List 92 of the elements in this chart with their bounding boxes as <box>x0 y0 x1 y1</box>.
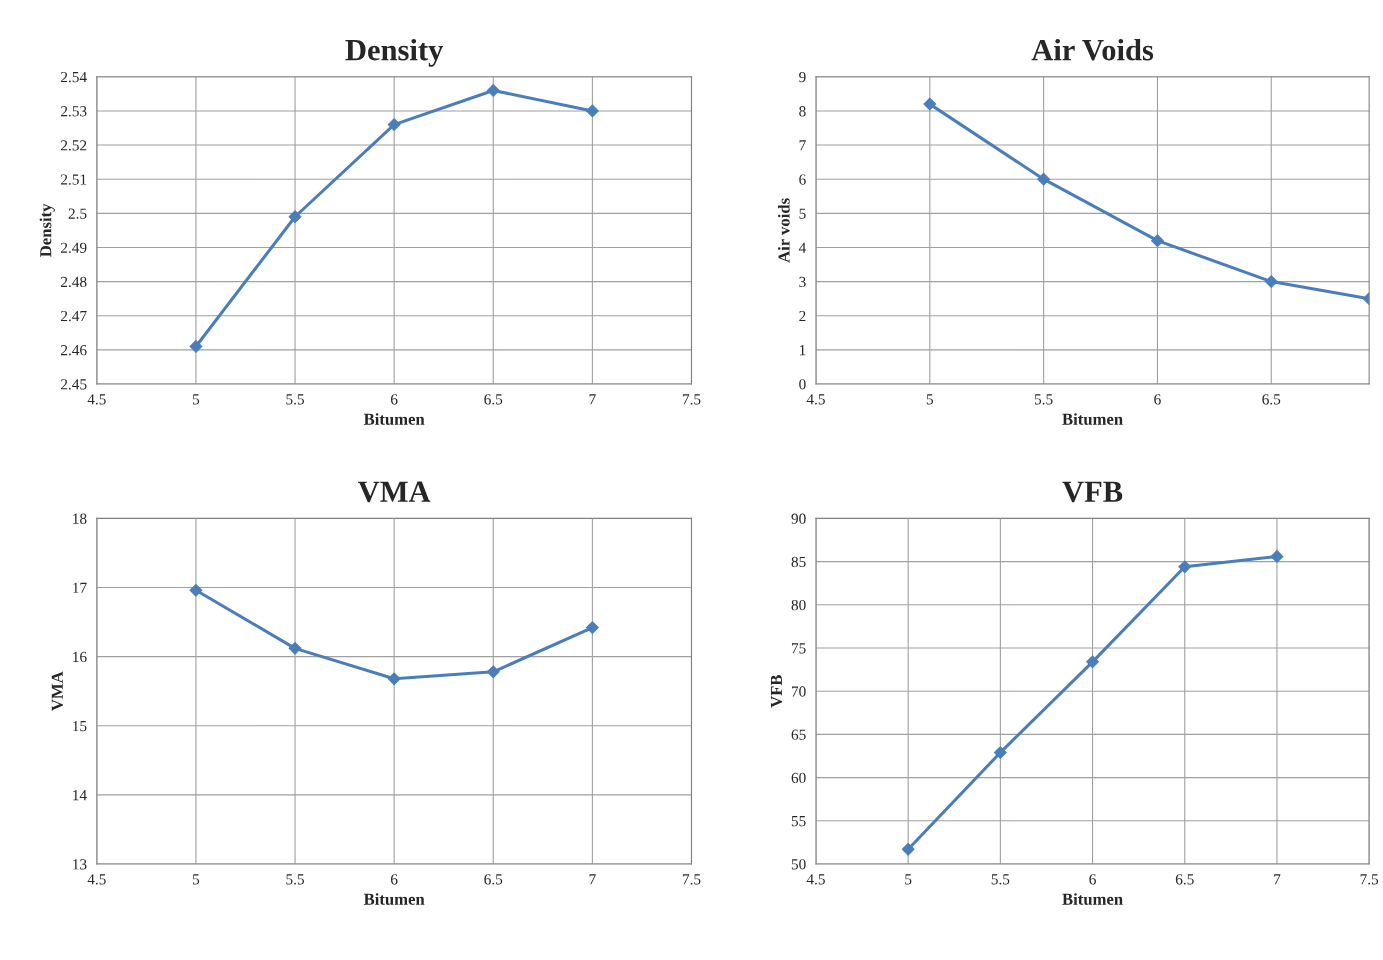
x-tick-label: 6.5 <box>484 394 503 405</box>
x-tick-label: 5 <box>926 394 934 405</box>
point <box>189 340 203 353</box>
x-tick-label: 4.5 <box>806 394 825 405</box>
point <box>1037 172 1051 186</box>
x-tick-label: 6 <box>1154 394 1161 405</box>
x-tick-label: 7.5 <box>1360 874 1379 885</box>
y-tick-label: 17 <box>73 582 87 593</box>
point <box>288 210 302 224</box>
y-tick-label: 15 <box>73 720 87 732</box>
y-tick-label: 0 <box>799 379 806 390</box>
y-tick-label: 55 <box>791 816 806 827</box>
x-tick-label: 7.5 <box>682 874 701 885</box>
y-tick-label: 50 <box>791 859 806 870</box>
y-tick-label: 80 <box>791 599 806 611</box>
x-axis-title: Bitumen <box>1062 893 1123 905</box>
point <box>1264 275 1278 289</box>
point <box>387 672 401 686</box>
y-tick-label: 65 <box>791 729 806 740</box>
x-tick-label: 5.5 <box>286 874 304 885</box>
point <box>901 842 915 856</box>
y-tick-label: 70 <box>791 686 806 697</box>
y-tick-label: 18 <box>73 513 87 524</box>
y-tick-label: 85 <box>791 556 806 568</box>
y-tick-label: 90 <box>791 513 806 524</box>
x-tick-label: 7 <box>589 874 596 885</box>
chart-title: VMA <box>358 481 431 503</box>
point <box>486 665 500 679</box>
point <box>189 583 203 597</box>
chart-title: Density <box>345 38 444 67</box>
chart-title: VFB <box>1062 481 1123 503</box>
point <box>1270 550 1284 563</box>
y-tick-label: 2.52 <box>61 140 87 151</box>
y-tick-label: 2.54 <box>61 71 87 83</box>
x-tick-label: 5 <box>905 874 912 885</box>
point <box>585 104 599 118</box>
x-axis-title: Bitumen <box>363 893 425 905</box>
x-tick-label: 7 <box>589 394 596 405</box>
y-tick-label: 9 <box>799 71 806 83</box>
point <box>1151 234 1164 248</box>
x-tick-label: 5.5 <box>1034 394 1053 405</box>
point <box>923 97 937 111</box>
x-tick-label: 4.5 <box>87 394 106 405</box>
x-tick-label: 5.5 <box>991 874 1010 885</box>
x-tick-label: 6.5 <box>1262 394 1281 405</box>
x-tick-label: 6 <box>1089 874 1096 885</box>
x-tick-label: 6.5 <box>1175 874 1194 885</box>
x-tick-label: 4.5 <box>806 874 825 885</box>
y-tick-label: 13 <box>73 859 87 870</box>
chart-title: Air Voids <box>1031 38 1154 61</box>
x-tick-label: 6.5 <box>484 874 503 885</box>
y-axis-title: VFB <box>770 675 783 708</box>
y-tick-label: 2.46 <box>61 345 87 356</box>
y-tick-label: 2.49 <box>61 242 87 253</box>
y-tick-label: 8 <box>799 106 806 117</box>
x-tick-label: 5 <box>192 874 200 885</box>
y-tick-label: 2.45 <box>61 379 87 390</box>
point <box>288 641 302 655</box>
y-tick-label: 7 <box>799 140 806 151</box>
y-tick-label: 1 <box>799 345 806 356</box>
y-tick-label: 16 <box>73 651 87 663</box>
x-tick-label: 5 <box>192 394 200 405</box>
y-tick-label: 2.48 <box>61 276 87 288</box>
y-tick-label: 6 <box>799 174 806 185</box>
point <box>387 118 401 131</box>
y-tick-label: 4 <box>798 242 807 253</box>
y-tick-label: 14 <box>73 790 87 801</box>
x-tick-label: 7 <box>1274 874 1281 885</box>
x-tick-label: 6 <box>390 874 398 885</box>
x-axis-title: Bitumen <box>363 413 425 425</box>
point <box>585 621 599 635</box>
x-tick-label: 6 <box>390 394 398 405</box>
point <box>486 84 500 97</box>
y-axis-title: Density <box>39 203 55 257</box>
x-tick-label: 7.5 <box>682 394 701 405</box>
y-tick-label: 2 <box>799 310 806 322</box>
y-axis-title: VMA <box>51 671 63 711</box>
y-tick-label: 60 <box>791 772 806 784</box>
y-tick-label: 75 <box>791 643 806 654</box>
y-tick-label: 5 <box>799 208 806 219</box>
x-tick-label: 4.5 <box>87 874 106 885</box>
point <box>1086 655 1099 669</box>
y-tick-label: 2.51 <box>61 174 87 185</box>
y-tick-label: 2.47 <box>61 310 87 322</box>
point <box>1178 560 1192 574</box>
y-tick-label: 3 <box>799 276 806 288</box>
x-tick-label: 5.5 <box>286 394 304 405</box>
point <box>993 746 1007 759</box>
y-tick-label: 2.53 <box>61 106 87 117</box>
y-tick-label: 2.5 <box>68 208 87 219</box>
y-axis-title: Air voids <box>777 198 790 263</box>
x-axis-title: Bitumen <box>1062 413 1123 425</box>
